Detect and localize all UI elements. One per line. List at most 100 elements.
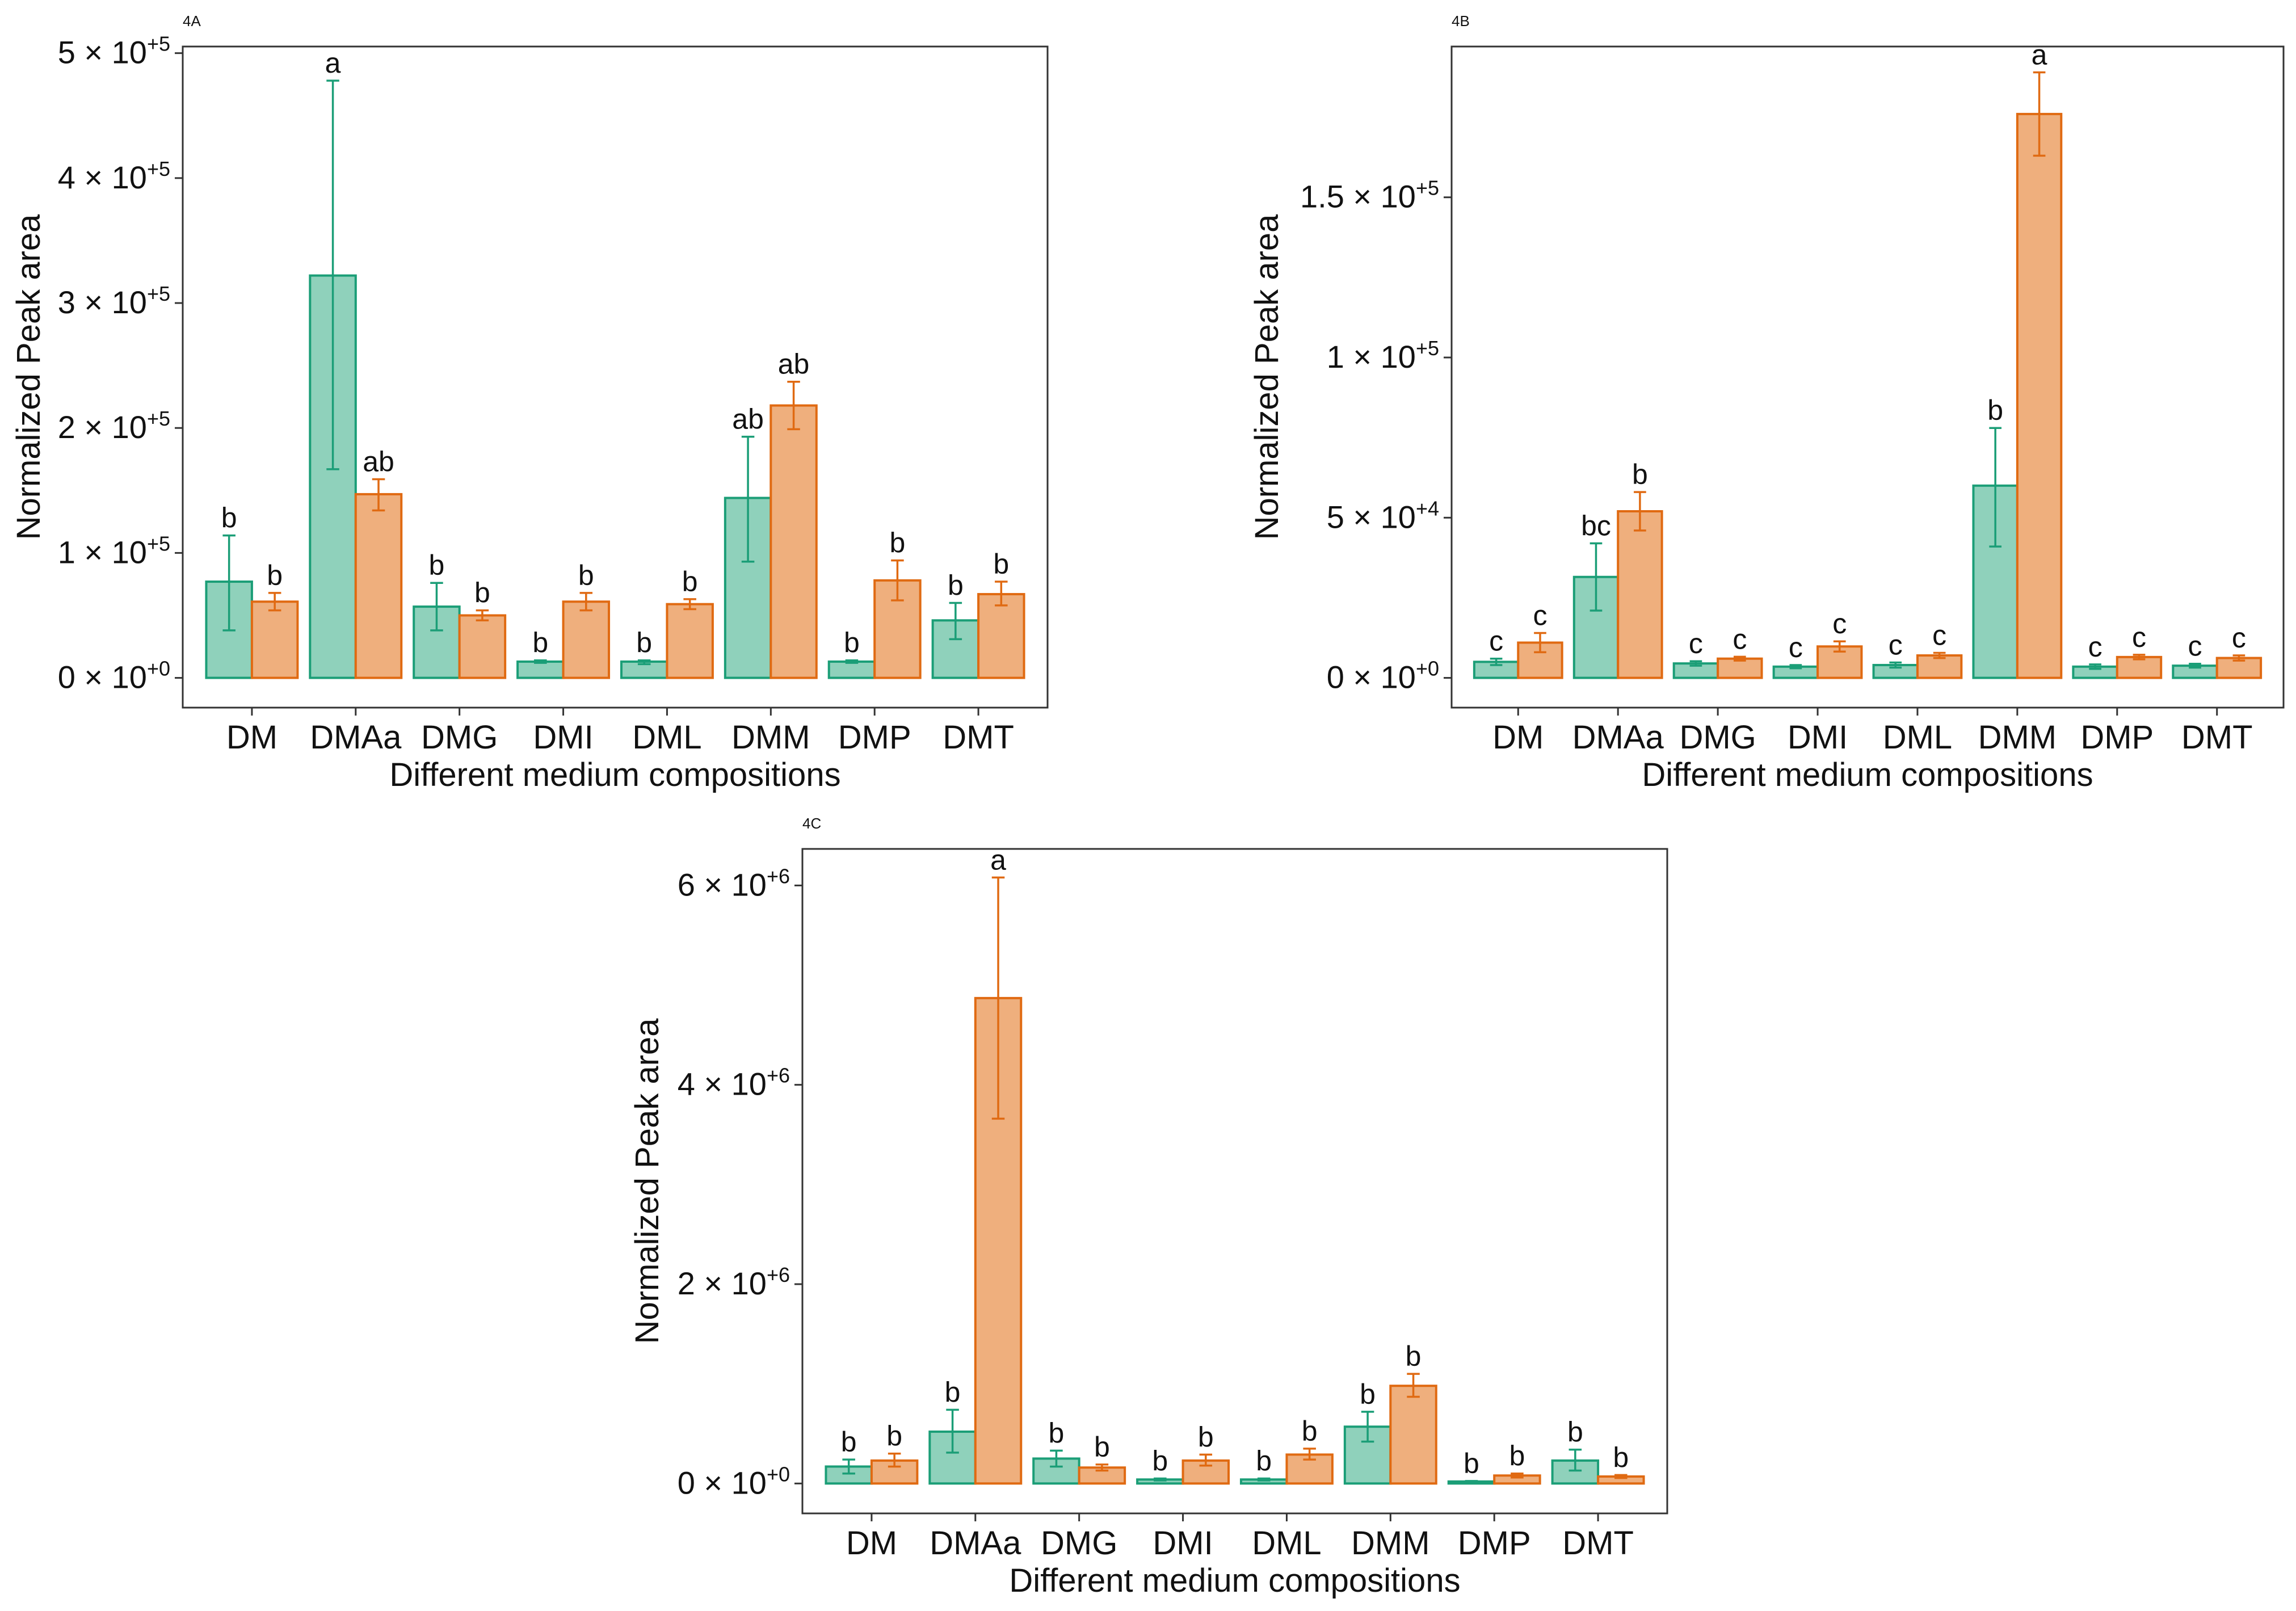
panel-label: 4A xyxy=(183,12,201,30)
bar xyxy=(977,593,1025,679)
y-tick-exponent: +6 xyxy=(767,864,790,887)
x-tick-label: DMT xyxy=(1562,1525,1634,1562)
significance-letter: b xyxy=(1302,1415,1318,1447)
x-tick-label: DM xyxy=(846,1525,897,1562)
significance-letter: b xyxy=(886,1420,902,1452)
y-tick-label: 0 × 10+0 xyxy=(1327,657,1439,695)
significance-letter: b xyxy=(1152,1445,1168,1477)
significance-letter: b xyxy=(429,549,445,581)
significance-letter: b xyxy=(1198,1421,1214,1453)
x-tick-label: DMP xyxy=(1458,1525,1531,1562)
x-tick-label: DMAa xyxy=(930,1525,1021,1562)
bar xyxy=(827,660,876,679)
y-tick-exponent: +6 xyxy=(767,1064,790,1087)
bar xyxy=(1617,510,1663,679)
panel-label: 4B xyxy=(1452,12,1470,30)
bar xyxy=(562,600,611,679)
y-tick-mantissa: 2 × 10 xyxy=(678,1265,767,1301)
x-tick-label: DMG xyxy=(1679,719,1756,756)
significance-letter: ab xyxy=(732,403,764,435)
y-tick-label: 1 × 10+5 xyxy=(58,532,170,570)
bar xyxy=(250,600,299,679)
significance-letter: b xyxy=(221,502,237,534)
panel-4c: 4C0 × 10+02 × 10+64 × 10+66 × 10+6Normal… xyxy=(629,815,1668,1599)
y-tick-exponent: +5 xyxy=(1416,176,1439,200)
significance-letter: b xyxy=(844,627,860,659)
significance-letter: ab xyxy=(778,348,810,380)
x-tick-label: DMM xyxy=(1351,1525,1430,1562)
x-axis-title: Different medium compositions xyxy=(389,756,840,793)
plot-frame xyxy=(801,848,1668,1515)
significance-letter: b xyxy=(1094,1431,1110,1463)
x-tick-label: DMG xyxy=(421,719,498,756)
significance-letter: b xyxy=(1567,1416,1583,1448)
significance-letter: c xyxy=(2088,631,2102,663)
bar xyxy=(458,614,507,679)
y-tick-exponent: +4 xyxy=(1416,497,1439,520)
y-tick-mantissa: 4 × 10 xyxy=(58,159,147,195)
y-tick-exponent: +5 xyxy=(147,407,170,430)
y-tick-label: 1.5 × 10+5 xyxy=(1300,176,1439,214)
significance-letter: a xyxy=(2032,39,2047,71)
y-tick-exponent: +0 xyxy=(1416,657,1439,680)
y-axis-title: Normalized Peak area xyxy=(629,1018,666,1344)
y-tick-exponent: +5 xyxy=(1416,336,1439,360)
y-tick-label: 2 × 10+6 xyxy=(678,1263,790,1301)
panel-4a: 4A0 × 10+01 × 10+52 × 10+53 × 10+54 × 10… xyxy=(10,12,1049,793)
significance-letter: a xyxy=(325,47,341,79)
y-tick-exponent: +5 xyxy=(147,32,170,56)
significance-letter: b xyxy=(1360,1378,1376,1410)
y-tick-exponent: +6 xyxy=(767,1263,790,1286)
panel-4b: 4B0 × 10+05 × 10+41 × 10+51.5 × 10+5Norm… xyxy=(1248,12,2285,793)
x-tick-label: DMT xyxy=(943,719,1014,756)
y-axis-title: Normalized Peak area xyxy=(10,214,47,540)
bar xyxy=(769,404,818,679)
significance-letter: c xyxy=(1533,600,1547,632)
significance-letter: b xyxy=(1049,1417,1065,1449)
x-tick-label: DM xyxy=(1492,719,1544,756)
y-axis-title: Normalized Peak area xyxy=(1248,214,1285,540)
significance-letter: c xyxy=(1932,620,1946,651)
significance-letter: ab xyxy=(363,445,394,477)
significance-letter: b xyxy=(1464,1448,1479,1479)
bar xyxy=(666,603,714,679)
bar xyxy=(2016,112,2063,679)
x-tick-label: DMI xyxy=(1788,719,1848,756)
significance-letter: b xyxy=(578,560,594,591)
y-tick-label: 2 × 10+5 xyxy=(58,407,170,445)
significance-letter: a xyxy=(990,844,1006,876)
y-tick-mantissa: 3 × 10 xyxy=(58,284,147,320)
bar xyxy=(354,493,403,679)
y-tick-label: 5 × 10+5 xyxy=(58,32,170,70)
y-tick-mantissa: 5 × 10 xyxy=(1327,499,1416,535)
significance-letter: c xyxy=(1832,608,1847,640)
significance-letter: c xyxy=(2232,622,2246,654)
significance-letter: c xyxy=(1789,632,1803,663)
y-tick-label: 4 × 10+5 xyxy=(58,157,170,195)
significance-letter: b xyxy=(267,560,283,591)
x-tick-label: DML xyxy=(1883,719,1952,756)
y-tick-exponent: +0 xyxy=(147,657,170,680)
x-tick-label: DMI xyxy=(533,719,593,756)
significance-letter: b xyxy=(636,627,652,659)
significance-letter: b xyxy=(532,627,548,659)
x-tick-label: DMT xyxy=(2181,719,2253,756)
y-tick-exponent: +5 xyxy=(147,282,170,305)
significance-letter: b xyxy=(1509,1440,1525,1472)
y-tick-label: 3 × 10+5 xyxy=(58,282,170,320)
significance-letter: b xyxy=(945,1376,961,1408)
bar xyxy=(1717,657,1763,679)
y-tick-label: 1 × 10+5 xyxy=(1327,336,1439,375)
x-tick-label: DML xyxy=(632,719,701,756)
significance-letter: c xyxy=(1889,629,1903,661)
significance-letter: c xyxy=(2188,630,2202,662)
panel-label: 4C xyxy=(802,815,821,832)
y-tick-mantissa: 1 × 10 xyxy=(1327,339,1416,375)
y-tick-mantissa: 6 × 10 xyxy=(678,867,767,902)
significance-letter: b xyxy=(841,1426,857,1458)
significance-letter: c xyxy=(2132,621,2146,653)
y-tick-label: 0 × 10+0 xyxy=(678,1462,790,1500)
bar xyxy=(1285,1453,1334,1485)
significance-letter: c xyxy=(1732,623,1747,655)
